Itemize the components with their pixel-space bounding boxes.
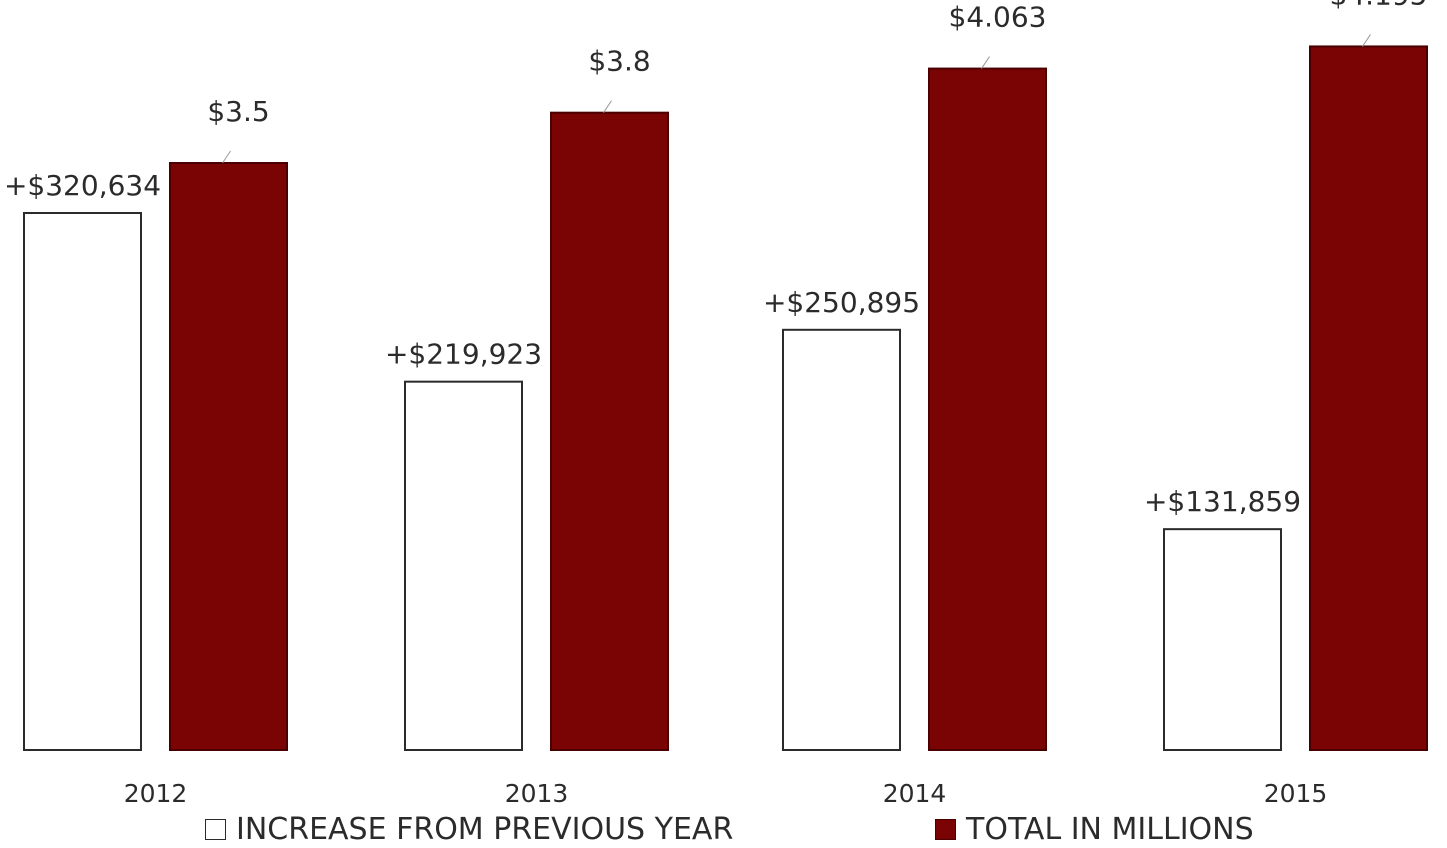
x-tick-label-2014: 2014 xyxy=(883,779,947,808)
leader-line-2012 xyxy=(222,150,231,164)
bar-total-2012 xyxy=(169,162,288,751)
x-tick-label-2013: 2013 xyxy=(505,779,569,808)
bar-increase-2015 xyxy=(1163,528,1282,751)
x-tick-label-2012: 2012 xyxy=(124,779,188,808)
bar-total-2013 xyxy=(550,111,669,751)
data-label-increase-2012: +$320,634 xyxy=(4,169,161,202)
data-label-total-2014: $4.063 xyxy=(949,1,1047,34)
leader-line-2014 xyxy=(981,56,990,69)
bar-increase-2014 xyxy=(782,328,901,751)
legend-swatch-increase xyxy=(205,819,226,840)
bar-total-2014 xyxy=(928,67,1047,752)
bar-increase-2013 xyxy=(404,380,523,751)
x-tick-label-2015: 2015 xyxy=(1264,779,1328,808)
chart-plot-area: +$320,634 $3.5 2012 +$219,923 $3.8 2013 +$250,… xyxy=(4,0,1428,808)
leader-line-2013 xyxy=(603,100,612,113)
data-label-total-2012: $3.5 xyxy=(207,95,269,128)
legend-item-increase: INCREASE FROM PREVIOUS YEAR xyxy=(205,812,733,847)
legend-item-total: TOTAL IN MILLIONS xyxy=(935,812,1254,847)
bar-total-2015 xyxy=(1309,45,1428,751)
leader-line-2015 xyxy=(1362,34,1371,47)
legend-swatch-total xyxy=(935,819,956,840)
legend-label-total: TOTAL IN MILLIONS xyxy=(966,812,1254,847)
data-label-increase-2015: +$131,859 xyxy=(1144,485,1301,518)
chart-legend: INCREASE FROM PREVIOUS YEAR TOTAL IN MIL… xyxy=(0,812,1447,848)
data-label-increase-2014: +$250,895 xyxy=(763,286,920,319)
data-label-increase-2013: +$219,923 xyxy=(385,338,542,371)
legend-label-increase: INCREASE FROM PREVIOUS YEAR xyxy=(236,812,734,847)
data-label-total-2013: $3.8 xyxy=(588,45,650,78)
bar-increase-2012 xyxy=(23,212,142,751)
data-label-total-2015: $4.195 xyxy=(1330,0,1428,11)
